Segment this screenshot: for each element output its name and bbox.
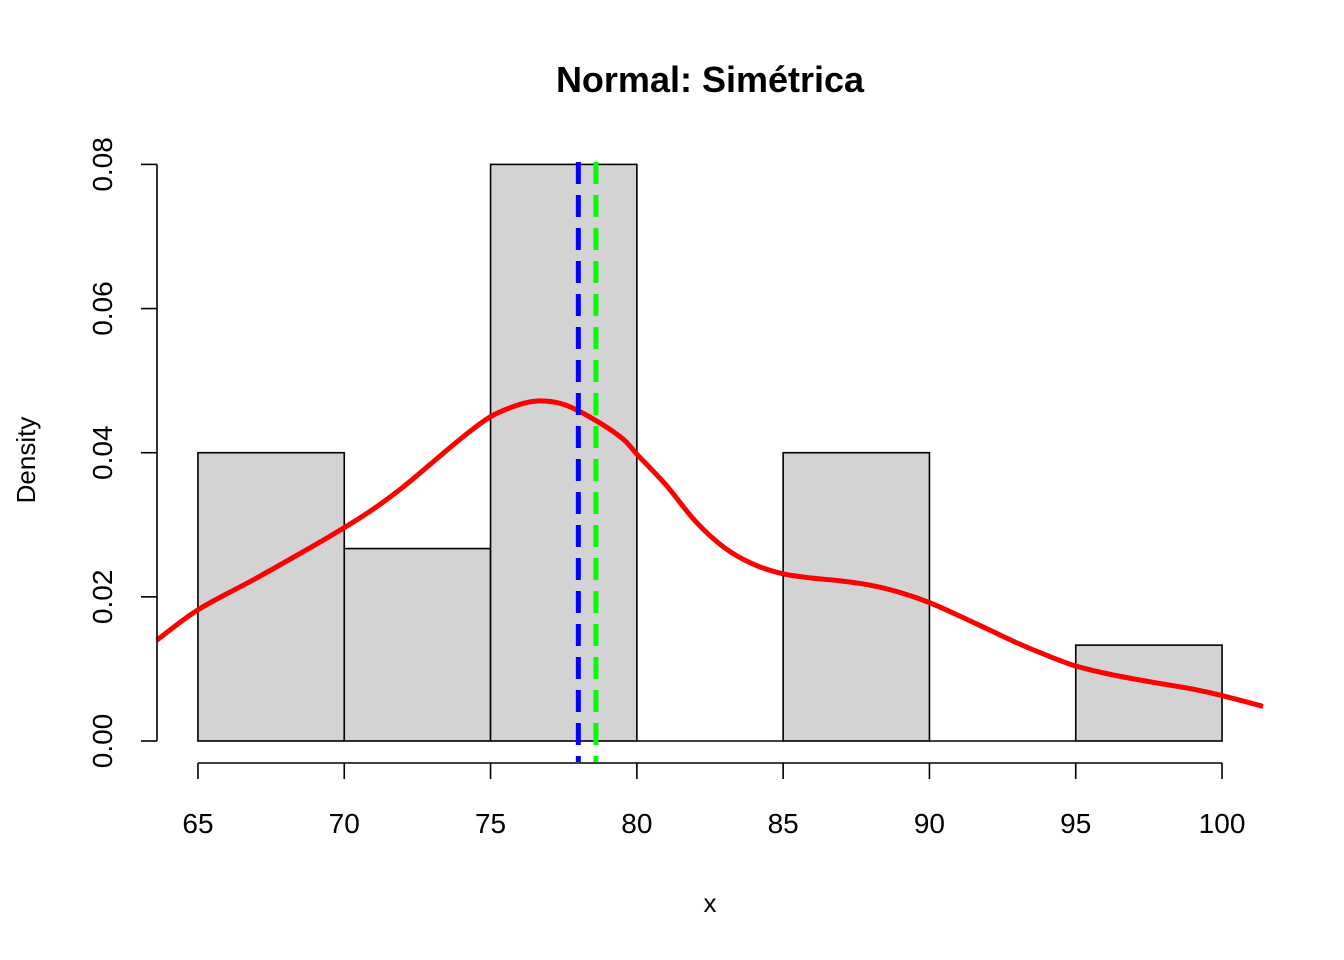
density-curve xyxy=(155,398,1264,709)
x-tick-label: 75 xyxy=(475,808,506,839)
x-axis: 65 70 75 80 85 90 95 100 xyxy=(182,762,1246,839)
histogram-bar xyxy=(489,163,638,742)
x-tick-label: 85 xyxy=(768,808,799,839)
histogram-bar xyxy=(343,547,492,742)
x-tick-label: 100 xyxy=(1199,808,1246,839)
reference-lines xyxy=(575,162,599,762)
y-tick-label: 0.08 xyxy=(87,137,118,192)
x-tick-label: 65 xyxy=(182,808,213,839)
y-axis-label: Density xyxy=(11,417,41,504)
x-tick-label: 90 xyxy=(914,808,945,839)
x-tick-label: 80 xyxy=(621,808,652,839)
x-axis-label: x xyxy=(704,888,717,918)
y-tick-label: 0.00 xyxy=(87,714,118,769)
y-tick-label: 0.06 xyxy=(87,281,118,336)
histogram-bar xyxy=(782,451,931,742)
histogram-bar xyxy=(1074,644,1223,742)
x-tick-label: 70 xyxy=(329,808,360,839)
histogram-bars xyxy=(197,163,1223,742)
y-axis: 0.00 0.02 0.04 0.06 0.08 xyxy=(87,137,158,769)
chart-title: Normal: Simétrica xyxy=(556,59,865,100)
y-tick-label: 0.04 xyxy=(87,425,118,480)
y-tick-label: 0.02 xyxy=(87,570,118,625)
x-tick-label: 95 xyxy=(1060,808,1091,839)
density-curve-layer xyxy=(155,398,1264,709)
